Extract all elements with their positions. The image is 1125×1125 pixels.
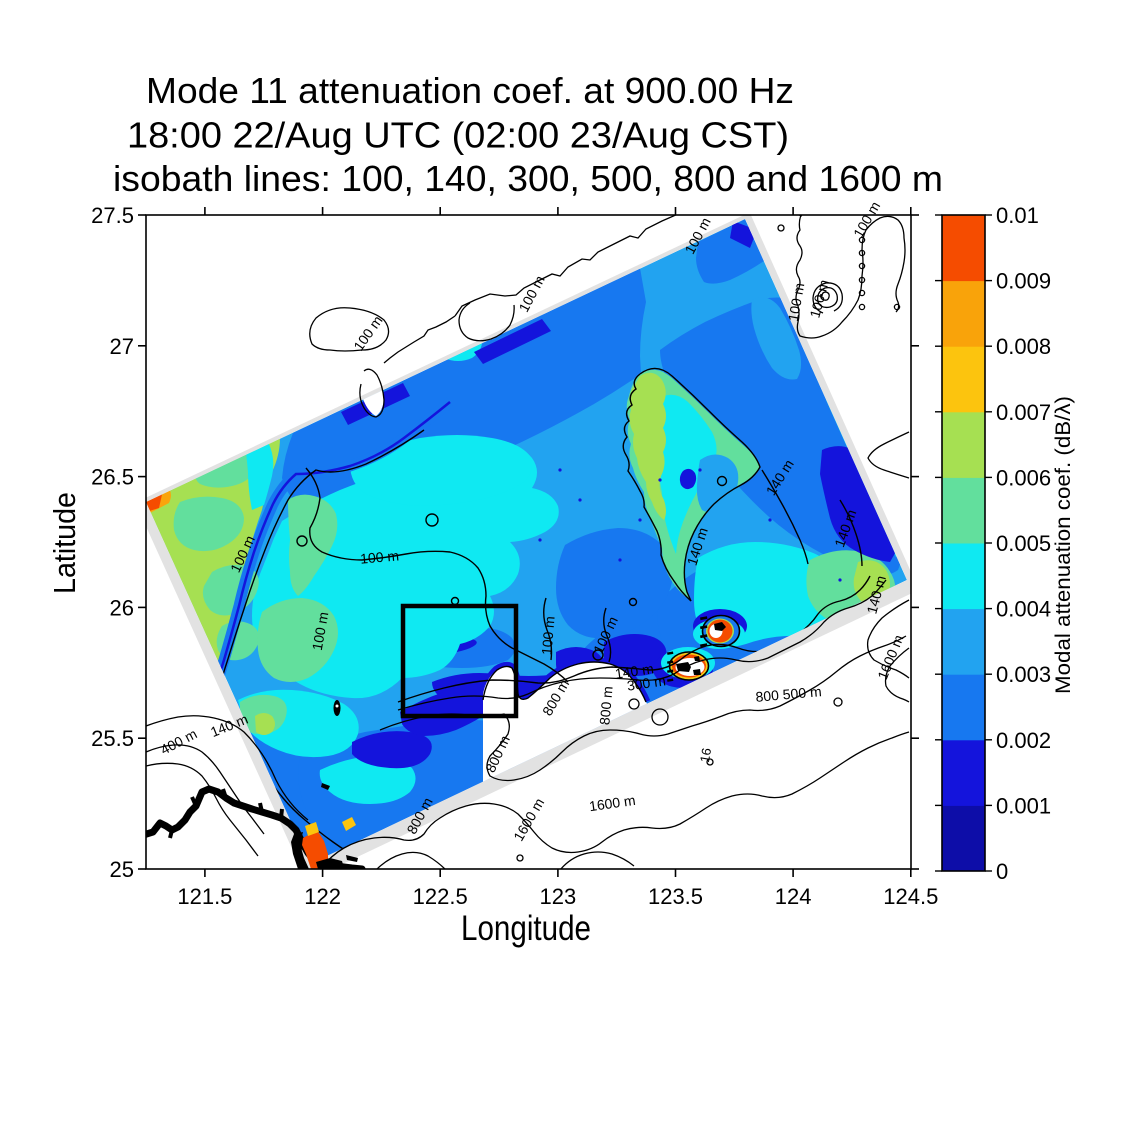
svg-text:Modal attenuation coef. (dB/λ): Modal attenuation coef. (dB/λ): [1051, 396, 1075, 694]
svg-text:122: 122: [304, 884, 341, 909]
svg-text:0.01: 0.01: [996, 203, 1039, 228]
svg-text:100 m: 100 m: [359, 547, 399, 566]
svg-text:27.5: 27.5: [91, 203, 134, 228]
svg-text:122.5: 122.5: [413, 884, 468, 909]
svg-text:123.5: 123.5: [648, 884, 703, 909]
svg-text:0: 0: [996, 859, 1008, 884]
svg-text:Longitude: Longitude: [461, 909, 591, 948]
svg-text:124.5: 124.5: [883, 884, 938, 909]
svg-text:0.002: 0.002: [996, 728, 1051, 753]
svg-text:Latitude: Latitude: [47, 492, 82, 594]
svg-text:16: 16: [697, 747, 714, 764]
svg-text:18:00 22/Aug UTC (02:00 23/Aug: 18:00 22/Aug UTC (02:00 23/Aug CST): [127, 115, 789, 156]
svg-text:0.005: 0.005: [996, 531, 1051, 556]
svg-text:140 m: 140 m: [614, 660, 655, 681]
svg-text:800 m: 800 m: [596, 685, 615, 725]
svg-text:26.5: 26.5: [91, 465, 134, 490]
svg-text:0.003: 0.003: [996, 662, 1051, 687]
svg-text:121.5: 121.5: [177, 884, 232, 909]
svg-text:0.006: 0.006: [996, 465, 1051, 490]
svg-text:26: 26: [110, 595, 134, 620]
svg-text:0.004: 0.004: [996, 597, 1051, 622]
svg-text:1600 m: 1600 m: [588, 792, 636, 814]
svg-text:124: 124: [775, 884, 812, 909]
svg-text:isobath lines: 100, 140, 300,: isobath lines: 100, 140, 300, 500, 800 a…: [113, 158, 943, 199]
svg-text:100 m: 100 m: [309, 611, 332, 652]
svg-text:800 500 m: 800 500 m: [755, 683, 822, 705]
svg-text:Mode 11 attenuation coef. at 9: Mode 11 attenuation coef. at 900.00 Hz: [146, 70, 794, 111]
svg-text:25: 25: [110, 857, 134, 882]
svg-text:25.5: 25.5: [91, 726, 134, 751]
svg-text:100 m: 100 m: [538, 615, 557, 655]
svg-text:0.009: 0.009: [996, 269, 1051, 294]
svg-text:27: 27: [110, 334, 134, 359]
svg-text:123: 123: [540, 884, 577, 909]
svg-text:300 m: 300 m: [626, 672, 667, 693]
svg-text:100 m: 100 m: [785, 282, 808, 323]
svg-text:0.007: 0.007: [996, 400, 1051, 425]
svg-text:0.001: 0.001: [996, 793, 1051, 818]
svg-text:0.008: 0.008: [996, 334, 1051, 359]
